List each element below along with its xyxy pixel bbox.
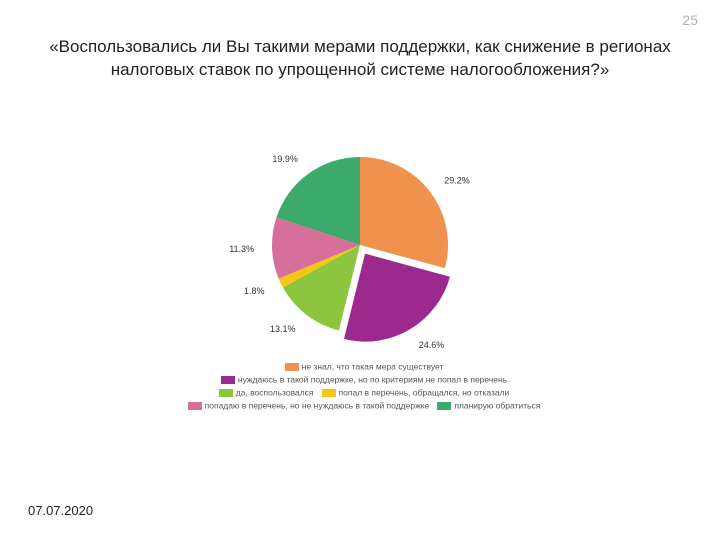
slice-label: 11.3% (229, 244, 254, 254)
legend-label: планирую обратиться (454, 401, 540, 411)
legend-swatch (322, 389, 336, 397)
slice-label: 19.9% (272, 154, 298, 164)
pie-chart: 29.2% 24.6% 13.1% 1.8% 11.3% 19.9% (0, 140, 720, 365)
slice-label: 1.8% (244, 286, 265, 296)
legend-swatch (285, 363, 299, 371)
page-title: «Воспользовались ли Вы такими мерами под… (40, 36, 680, 82)
pie-slice (344, 254, 450, 342)
slice-label: 24.6% (419, 340, 445, 350)
legend-label: да, воспользовался (236, 388, 314, 398)
legend-swatch (221, 376, 235, 384)
legend-swatch (437, 402, 451, 410)
legend-row: нуждаюсь в такой поддержке, но по критер… (0, 373, 720, 386)
legend-label: нуждаюсь в такой поддержке, но по критер… (238, 375, 507, 385)
chart-legend: не знал, что такая мера существует нуждаю… (0, 360, 720, 413)
legend-swatch (188, 402, 202, 410)
legend-row: да, воспользовался попал в перечень, обра… (0, 386, 720, 399)
footer-date: 07.07.2020 (28, 503, 93, 518)
legend-swatch (219, 389, 233, 397)
legend-label: не знал, что такая мера существует (302, 361, 444, 371)
legend-row: не знал, что такая мера существует (0, 360, 720, 373)
pie-slice (360, 157, 448, 268)
slice-label: 13.1% (270, 324, 296, 334)
page-number: 25 (682, 12, 698, 28)
slice-label: 29.2% (444, 176, 470, 186)
legend-label: попал в перечень, обращался, но отказали (339, 388, 510, 398)
legend-label: попадаю в перечень, но не нуждаюсь в так… (205, 401, 430, 411)
pie-chart-svg: 29.2% 24.6% 13.1% 1.8% 11.3% 19.9% (150, 140, 570, 360)
legend-row: попадаю в перечень, но не нуждаюсь в так… (0, 399, 720, 412)
